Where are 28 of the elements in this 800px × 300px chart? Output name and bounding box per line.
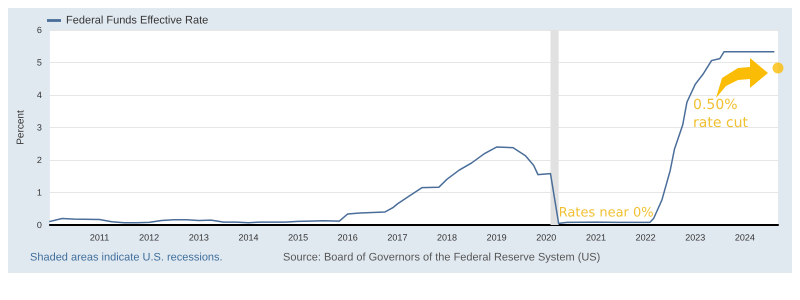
x-tick-label: 2011 — [90, 232, 110, 242]
annotation: 0.50% rate cut — [693, 97, 749, 131]
x-tick-label: 2023 — [685, 232, 706, 242]
annotation: Rates near 0% — [558, 205, 654, 220]
x-tick-label: 2020 — [536, 232, 556, 242]
x-tick-label: 2022 — [636, 232, 656, 242]
x-tick-label: 2019 — [486, 232, 507, 242]
x-tick-label: 2013 — [188, 232, 209, 242]
x-tick-label: 2018 — [437, 232, 458, 242]
y-tick-label: 2 — [36, 155, 42, 165]
x-tick-label: 2017 — [387, 232, 408, 242]
x-tick-label: 2021 — [586, 232, 606, 242]
y-tick-label: 1 — [36, 188, 42, 198]
legend-label: Federal Funds Effective Rate — [66, 14, 208, 26]
y-tick-label: 5 — [36, 58, 42, 68]
x-tick-label: 2014 — [238, 232, 258, 242]
source-note: Source: Board of Governors of the Federal Reserve System (US) — [283, 252, 600, 264]
y-tick-label: 0 — [36, 220, 42, 230]
y-tick-label: 3 — [36, 122, 42, 132]
y-axis-title: Percent — [16, 110, 26, 145]
line-series — [49, 51, 775, 224]
x-tick-label: 2016 — [338, 232, 358, 242]
y-tick-label: 4 — [36, 90, 42, 100]
x-tick-label: 2024 — [734, 232, 755, 242]
x-tick-label: 2015 — [288, 232, 308, 242]
x-tick-label: 2012 — [139, 232, 160, 242]
y-tick-label: 6 — [36, 25, 42, 35]
text: Shaded areas indicate U.S. recessions. — [30, 252, 223, 264]
